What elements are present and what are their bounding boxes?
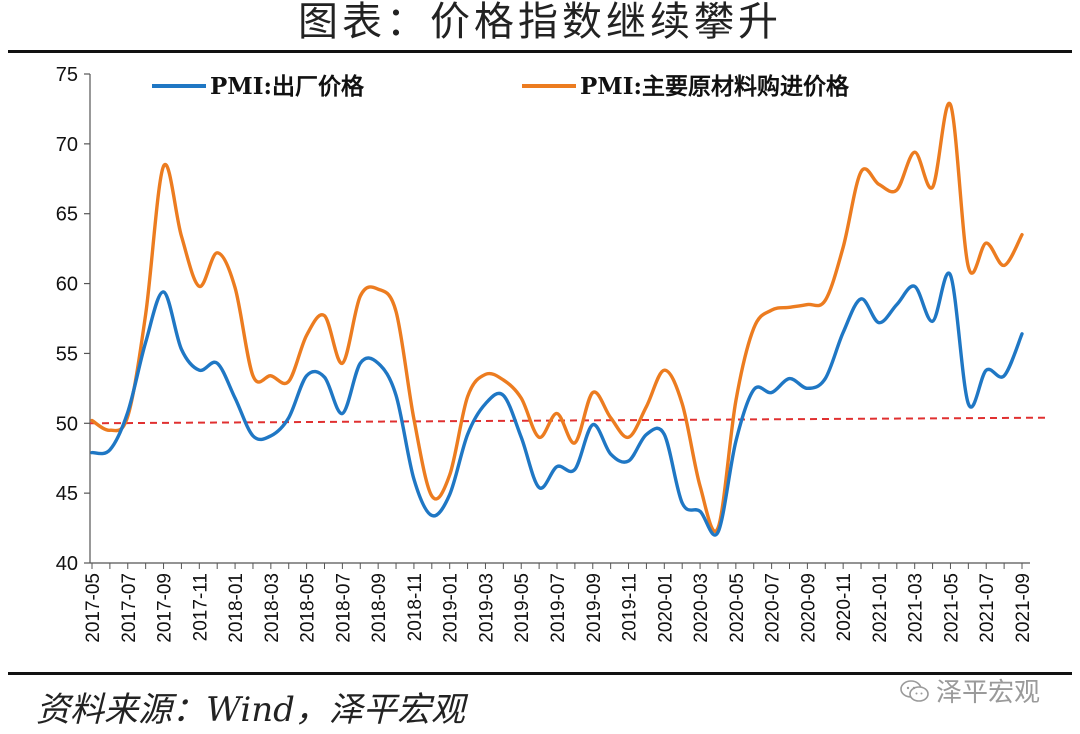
x-tick-label: 2019-03 [476,573,497,643]
x-tick-label: 2018-11 [405,573,426,641]
x-tick-label: 2021-09 [1013,573,1034,643]
x-tick-label: 2021-01 [870,573,891,643]
wechat-icon [900,679,929,702]
y-tick-label: 55 [56,343,78,365]
series-layer [90,101,1024,537]
y-tick-label: 50 [56,413,78,435]
legend-label-1: PMI:主要原材料购进价格 [580,73,850,100]
x-tick-label: 2017-11 [190,573,211,641]
x-tick-label: 2018-03 [262,573,283,643]
x-tick-label: 2018-09 [369,573,390,643]
reference-line-layer [89,416,1046,425]
series-line-1 [90,101,1024,533]
x-tick-label: 2021-03 [906,573,927,643]
x-tick-label: 2020-07 [763,573,784,643]
x-tick-label: 2019-11 [620,573,641,641]
chart-axes: 40 45 50 55 60 65 70 75 2017-05 2017-07 2017-09 201… [56,64,1034,643]
x-tick-label: 2020-05 [727,573,748,643]
watermark-text: 泽平宏观 [936,678,1041,708]
chart-legend: PMI:出厂价格 PMI:主要原材料购进价格 [152,73,850,100]
x-tick-label: 2018-05 [298,573,319,643]
y-tick-label: 45 [56,483,78,505]
x-tick-label: 2017-05 [83,573,104,643]
x-tick-label: 2019-01 [441,573,462,643]
x-tick-label: 2020-03 [691,573,712,643]
y-tick-label: 40 [56,553,78,575]
x-tick-label: 2019-09 [584,573,605,643]
x-tick-label: 2018-01 [226,573,247,643]
top-divider [8,50,1072,53]
reference-line [89,416,1046,425]
y-tick-label: 70 [56,134,78,156]
x-tick-label: 2018-07 [333,573,354,643]
x-tick-label: 2020-09 [798,573,819,643]
x-tick-label: 2019-05 [512,573,533,643]
x-tick-label: 2020-11 [834,573,855,641]
x-tick-label: 2017-07 [119,573,140,643]
source-note: 资料来源：Wind，泽平宏观 [36,690,465,730]
x-tick-label: 2021-05 [941,573,962,643]
watermark: 泽平宏观 [900,672,1040,709]
x-tick-label: 2017-09 [155,573,176,643]
y-tick-label: 65 [56,204,78,226]
y-tick-label: 75 [56,64,78,86]
y-tick-label: 60 [56,274,78,296]
series-line-0 [90,271,1024,537]
x-tick-label: 2019-07 [548,573,569,643]
x-tick-label: 2021-07 [977,573,998,643]
x-tick-label: 2020-01 [655,573,676,643]
legend-label-0: PMI:出厂价格 [210,73,365,100]
page-title: 图表：价格指数继续攀升 [298,0,782,45]
bottom-divider [8,672,1072,675]
